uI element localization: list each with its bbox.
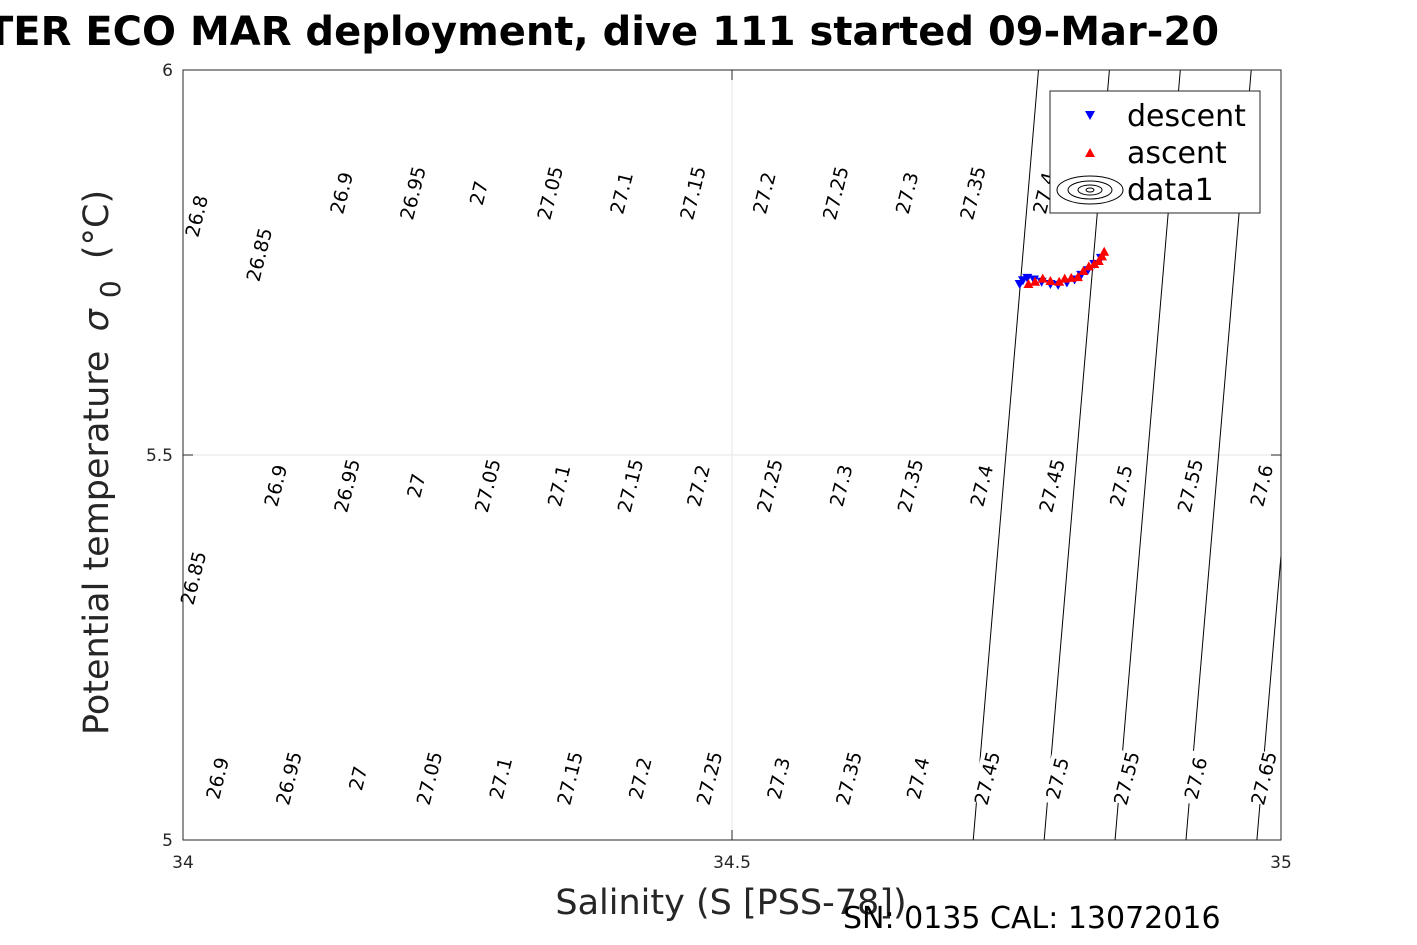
ascent-point bbox=[1030, 276, 1041, 286]
ascent-point bbox=[1097, 251, 1108, 261]
contour-label-bg bbox=[622, 750, 659, 807]
contour-label-bg bbox=[1034, 457, 1071, 514]
ascent-point bbox=[1072, 272, 1083, 282]
contour-label-bg bbox=[675, 165, 712, 222]
contour-label-bg bbox=[532, 165, 569, 222]
grid-lines bbox=[183, 70, 1281, 840]
legend-contour-icon bbox=[1056, 175, 1124, 205]
y-axis-label: Potential temperature σ 0 (°C) bbox=[77, 190, 129, 735]
contour-label-bg bbox=[604, 165, 641, 222]
chart-title: TER ECO MAR deployment, dive 111 started… bbox=[0, 9, 1219, 55]
ascent-point bbox=[1083, 261, 1094, 271]
contour-label-bg bbox=[461, 165, 498, 222]
legend-ascent-label: ascent bbox=[1127, 136, 1227, 171]
ascent-point bbox=[1093, 255, 1104, 265]
y-tick-label: 6 bbox=[162, 61, 173, 81]
contour-label-bg bbox=[271, 750, 308, 807]
contour-label-bg bbox=[483, 750, 520, 807]
axis-ticks: 34 34.5 35 5 5.5 6 bbox=[146, 61, 1292, 873]
contour-label-bg bbox=[964, 457, 1001, 514]
x-tick-label: 34 bbox=[172, 853, 194, 873]
contour-line bbox=[1256, 549, 1281, 840]
contour-label-bg bbox=[613, 457, 649, 514]
x-axis-label: Salinity (S [PSS-78]) bbox=[555, 883, 906, 923]
contour-label-bg bbox=[823, 457, 860, 514]
contour-label-bg bbox=[412, 750, 448, 807]
contour-label-bg bbox=[1244, 457, 1281, 514]
contour-label-bg bbox=[969, 750, 1006, 807]
contour-label-bg bbox=[398, 457, 435, 514]
legend-descent-label: descent bbox=[1127, 99, 1246, 134]
y-axis-label-subscript: 0 bbox=[94, 280, 127, 298]
contour-label-bg bbox=[329, 457, 366, 514]
contour-label-bg bbox=[179, 188, 216, 245]
legend: descent ascent data1 bbox=[1049, 90, 1261, 214]
y-tick-label: 5.5 bbox=[146, 446, 173, 466]
contour-label-bg bbox=[1109, 750, 1146, 807]
ascent-point bbox=[1045, 275, 1056, 285]
contour-line bbox=[1328, 70, 1393, 840]
contour-label-bg bbox=[1103, 457, 1140, 514]
contour-label-bg bbox=[1173, 457, 1209, 514]
contour-label-bg bbox=[1040, 750, 1077, 807]
contour-line bbox=[972, 70, 1039, 840]
contour-line bbox=[1399, 70, 1417, 840]
ascent-point bbox=[1054, 276, 1065, 286]
contour-label-bg bbox=[258, 457, 295, 514]
contour-label-bg bbox=[681, 457, 717, 514]
ascent-point bbox=[1089, 259, 1100, 269]
contour-label-bg bbox=[889, 165, 926, 222]
contour-label-bg bbox=[955, 165, 992, 222]
y-axis-label-text: Potential temperature bbox=[77, 351, 117, 735]
contour-label-bg bbox=[747, 165, 783, 222]
data-points bbox=[1014, 246, 1110, 290]
svg-text:Potential temperature σ: Potential temperature σ 0 (°C) bbox=[77, 190, 129, 735]
legend-descent-marker bbox=[1085, 111, 1095, 120]
contour-label-bg bbox=[241, 226, 278, 283]
x-tick-label: 35 bbox=[1270, 853, 1292, 873]
contour-label-bg bbox=[395, 165, 432, 222]
contour-label-bg bbox=[340, 750, 377, 807]
contour-label-bg bbox=[176, 550, 212, 607]
contour-label-bg bbox=[1178, 750, 1215, 807]
legend-box bbox=[1049, 90, 1261, 214]
contour-label-bg bbox=[200, 750, 237, 807]
contour-label-bg bbox=[1246, 750, 1283, 807]
legend-data1-label: data1 bbox=[1127, 173, 1214, 208]
contour-label-bg bbox=[761, 750, 798, 807]
y-axis-label-symbol: σ bbox=[77, 307, 117, 331]
contour-label-bg bbox=[900, 750, 937, 807]
contour-label-bg bbox=[831, 750, 868, 807]
contour-label-bg bbox=[692, 750, 728, 807]
serial-calibration-text: SN: 0135 CAL: 13072016 bbox=[843, 901, 1221, 936]
contour-label-bg bbox=[893, 457, 929, 514]
y-tick-label: 5 bbox=[162, 831, 173, 851]
contour-label-bg bbox=[541, 457, 578, 514]
y-axis-label-unit: (°C) bbox=[77, 190, 117, 259]
contour-label-bg bbox=[324, 165, 361, 222]
contour-label-bg bbox=[552, 750, 589, 807]
ascent-point bbox=[1078, 265, 1089, 275]
ascent-point bbox=[1099, 246, 1110, 256]
contour-label-bg bbox=[470, 457, 507, 514]
contour-label-bg bbox=[818, 165, 855, 222]
ascent-point bbox=[1023, 279, 1034, 289]
contour-label-bg bbox=[752, 457, 789, 514]
legend-ascent-marker bbox=[1085, 148, 1095, 157]
x-tick-label: 34.5 bbox=[713, 853, 751, 873]
ascent-point bbox=[1037, 273, 1048, 283]
